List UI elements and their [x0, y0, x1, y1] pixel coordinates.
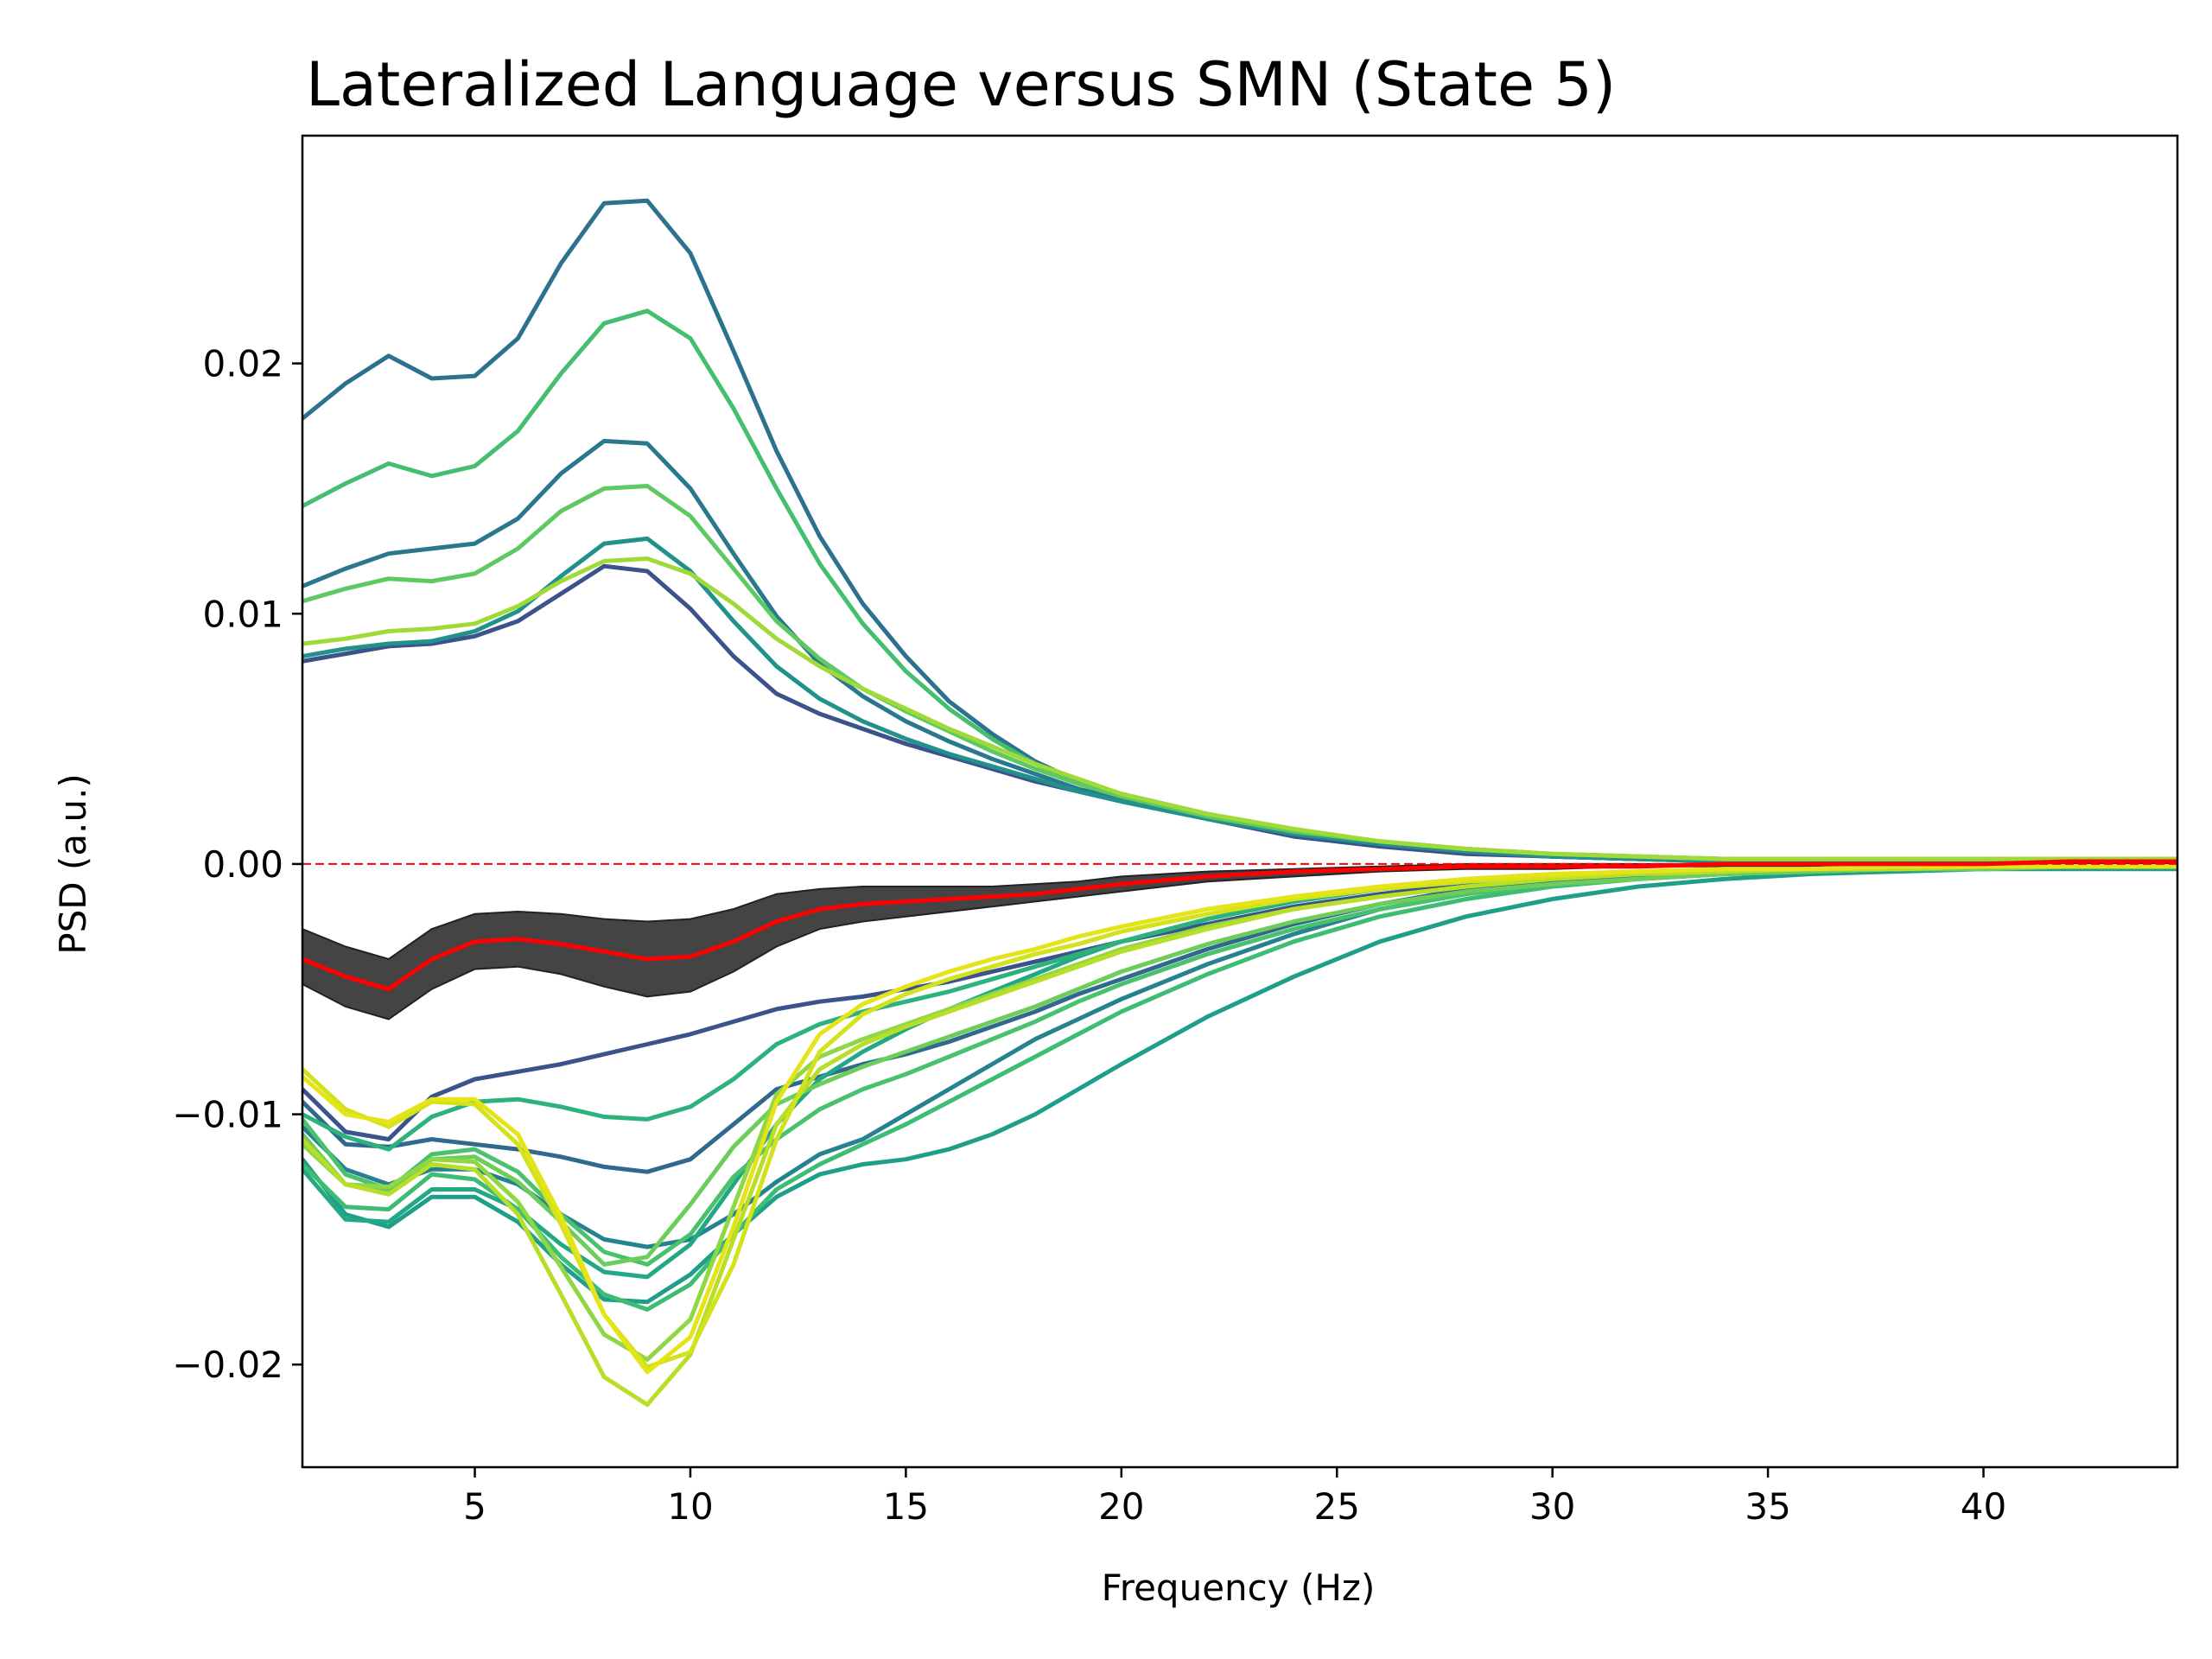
series-line-4	[302, 536, 2177, 864]
plot-frame	[301, 134, 2179, 1469]
y-axis-label: PSD (a.u.)	[52, 773, 94, 955]
series-line-20	[302, 864, 2177, 1375]
x-tick-label: 35	[1745, 1485, 1790, 1528]
x-axis-ticks: 5 10 15 20 25 30 35 40	[463, 1467, 2006, 1528]
series-line-16	[302, 864, 2177, 1267]
y-axis-ticks: −0.02 −0.01 0.00 0.01 0.02	[172, 343, 302, 1386]
x-tick-label: 30	[1529, 1485, 1575, 1528]
y-tick-label: −0.01	[172, 1094, 283, 1136]
x-tick-label: 20	[1098, 1485, 1144, 1528]
y-tick-label: 0.02	[202, 343, 283, 385]
series-lines-layer	[302, 198, 2177, 1408]
mean-confidence-band	[302, 861, 2177, 1020]
mean-confidence-band-layer	[302, 861, 2177, 1020]
y-tick-label: 0.01	[202, 593, 283, 635]
x-tick-label: 15	[883, 1485, 929, 1528]
chart-title: Lateralized Language versus SMN (State 5…	[306, 49, 1616, 120]
x-tick-label: 10	[667, 1485, 713, 1528]
x-axis-label: Frequency (Hz)	[1102, 1567, 1376, 1609]
y-tick-label: −0.02	[172, 1344, 283, 1386]
x-tick-label: 5	[463, 1485, 486, 1528]
y-tick-label: 0.00	[202, 843, 283, 886]
x-tick-label: 40	[1961, 1485, 2006, 1528]
x-tick-label: 25	[1314, 1485, 1360, 1528]
series-line-7	[302, 556, 2177, 861]
series-line-18	[302, 864, 2177, 1408]
